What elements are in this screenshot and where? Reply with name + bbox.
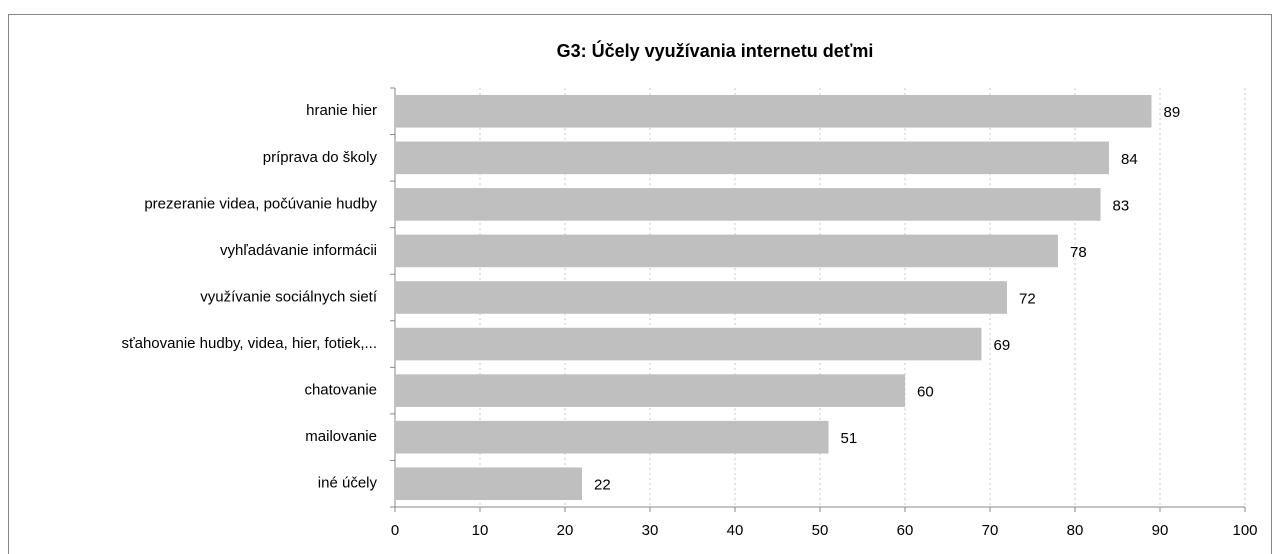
- y-tick-label: chatovanie: [304, 382, 377, 399]
- x-tick-label: 100: [1232, 522, 1257, 539]
- value-label: 51: [841, 430, 858, 447]
- chart-title: G3: Účely využívania internetu deťmi: [557, 40, 874, 61]
- value-label: 89: [1164, 104, 1181, 121]
- y-tick-label: mailovanie: [305, 428, 377, 445]
- value-label: 84: [1121, 151, 1138, 168]
- x-tick-label: 20: [557, 522, 574, 539]
- value-label: 83: [1113, 197, 1130, 214]
- bar: [395, 467, 582, 501]
- y-tick-label: hranie hier: [306, 102, 377, 119]
- y-tick-label: vyhľadávanie informácii: [220, 242, 377, 259]
- value-label: 22: [594, 477, 611, 494]
- bar: [395, 281, 1007, 314]
- bar: [395, 94, 1152, 128]
- x-tick-label: 80: [1067, 522, 1084, 539]
- bar: [395, 420, 829, 454]
- y-tick-label: príprava do školy: [263, 149, 378, 166]
- y-tick-label: sťahovanie hudby, videa, hier, fotiek,..…: [121, 335, 377, 352]
- x-tick-label: 30: [642, 522, 659, 539]
- bar: [395, 327, 982, 361]
- value-label: 69: [994, 337, 1011, 354]
- x-tick-label: 60: [897, 522, 914, 539]
- value-label: 78: [1070, 244, 1087, 261]
- bar: [395, 234, 1058, 268]
- bar: [395, 188, 1101, 221]
- x-tick-label: 50: [812, 522, 829, 539]
- bar: [395, 141, 1109, 175]
- value-label: 60: [917, 384, 934, 401]
- x-tick-label: 70: [982, 522, 999, 539]
- x-tick-label: 90: [1152, 522, 1169, 539]
- x-tick-label: 10: [472, 522, 489, 539]
- value-label: 72: [1019, 290, 1036, 307]
- x-tick-label: 40: [727, 522, 744, 539]
- y-tick-label: iné účely: [318, 475, 378, 492]
- y-tick-label: využívanie sociálnych sietí: [200, 288, 378, 305]
- bar: [395, 374, 905, 407]
- y-tick-label: prezeranie videa, počúvanie hudby: [144, 195, 377, 212]
- x-tick-label: 0: [391, 522, 399, 539]
